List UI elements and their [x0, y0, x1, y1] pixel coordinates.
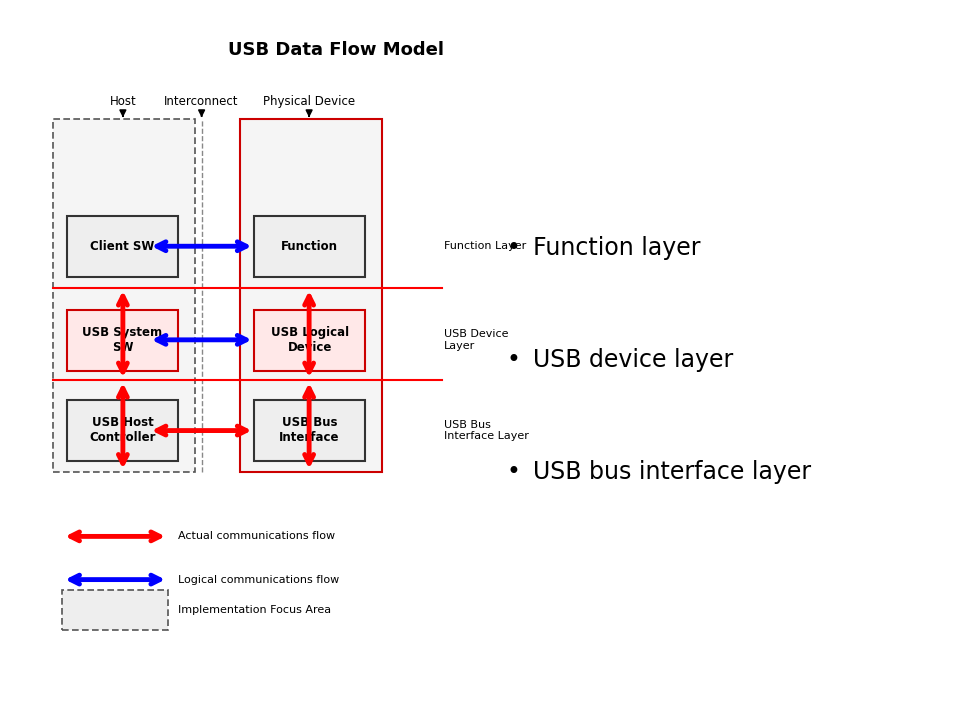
Bar — [254, 216, 365, 277]
Text: Function layer: Function layer — [533, 236, 700, 261]
Text: USB Bus
Interface: USB Bus Interface — [279, 416, 340, 444]
Text: Client SW: Client SW — [90, 240, 155, 253]
Text: USB Device
Layer: USB Device Layer — [444, 329, 508, 351]
Text: Logical communications flow: Logical communications flow — [178, 575, 339, 585]
Text: Host: Host — [109, 95, 136, 108]
Bar — [67, 310, 178, 371]
Bar — [67, 216, 178, 277]
Bar — [53, 119, 195, 472]
Text: Implementation Focus Area: Implementation Focus Area — [178, 606, 331, 615]
Text: Function: Function — [281, 240, 338, 253]
Bar — [62, 590, 168, 630]
Text: •: • — [507, 348, 520, 372]
Bar — [254, 310, 365, 371]
Text: Interconnect: Interconnect — [164, 95, 239, 108]
Text: USB device layer: USB device layer — [533, 348, 733, 372]
Text: USB Data Flow Model: USB Data Flow Model — [228, 41, 444, 59]
Text: USB Bus
Interface Layer: USB Bus Interface Layer — [444, 420, 528, 441]
Text: Function Layer: Function Layer — [444, 241, 526, 251]
Bar — [67, 400, 178, 461]
Text: •: • — [507, 236, 520, 261]
Text: •: • — [507, 459, 520, 484]
Text: USB Host
Controller: USB Host Controller — [89, 416, 156, 444]
Bar — [240, 119, 382, 472]
Text: USB Logical
Device: USB Logical Device — [271, 326, 348, 354]
Text: Physical Device: Physical Device — [263, 95, 355, 108]
Text: Actual communications flow: Actual communications flow — [178, 531, 335, 541]
Text: USB System
SW: USB System SW — [83, 326, 162, 354]
Bar — [240, 119, 382, 472]
Bar — [254, 400, 365, 461]
Text: USB bus interface layer: USB bus interface layer — [533, 459, 811, 484]
